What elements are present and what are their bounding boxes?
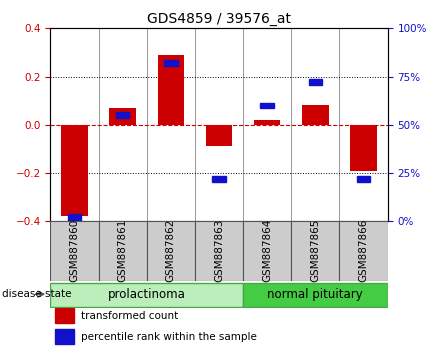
Text: GSM887860: GSM887860 <box>70 218 79 282</box>
Text: GSM887863: GSM887863 <box>214 218 224 282</box>
Text: GSM887862: GSM887862 <box>166 218 176 282</box>
Bar <box>261 103 274 108</box>
Bar <box>212 176 226 182</box>
Text: disease state: disease state <box>2 289 72 299</box>
Bar <box>164 60 177 66</box>
Text: prolactinoma: prolactinoma <box>108 288 186 301</box>
Bar <box>254 120 280 125</box>
Bar <box>68 215 81 220</box>
Text: GSM887866: GSM887866 <box>359 218 368 282</box>
Bar <box>116 112 129 118</box>
Bar <box>158 55 184 125</box>
Bar <box>357 176 370 182</box>
Text: normal pituitary: normal pituitary <box>268 288 363 301</box>
Text: GSM887865: GSM887865 <box>311 218 320 282</box>
Text: GSM887864: GSM887864 <box>262 218 272 282</box>
Text: percentile rank within the sample: percentile rank within the sample <box>81 331 257 342</box>
Text: transformed count: transformed count <box>81 311 178 321</box>
Bar <box>302 105 328 125</box>
Bar <box>195 221 243 281</box>
Bar <box>206 125 232 147</box>
Bar <box>55 329 74 344</box>
Bar <box>50 283 243 307</box>
Bar <box>291 221 339 281</box>
Text: GSM887861: GSM887861 <box>118 218 127 282</box>
Bar <box>309 79 322 85</box>
Bar <box>243 283 388 307</box>
Text: GDS4859 / 39576_at: GDS4859 / 39576_at <box>147 12 291 27</box>
Bar <box>55 308 74 323</box>
Bar <box>147 221 195 281</box>
Bar <box>350 125 377 171</box>
Bar <box>61 125 88 216</box>
Bar <box>243 221 291 281</box>
Bar <box>50 221 99 281</box>
Bar <box>99 221 147 281</box>
Bar <box>339 221 388 281</box>
Bar <box>110 108 136 125</box>
